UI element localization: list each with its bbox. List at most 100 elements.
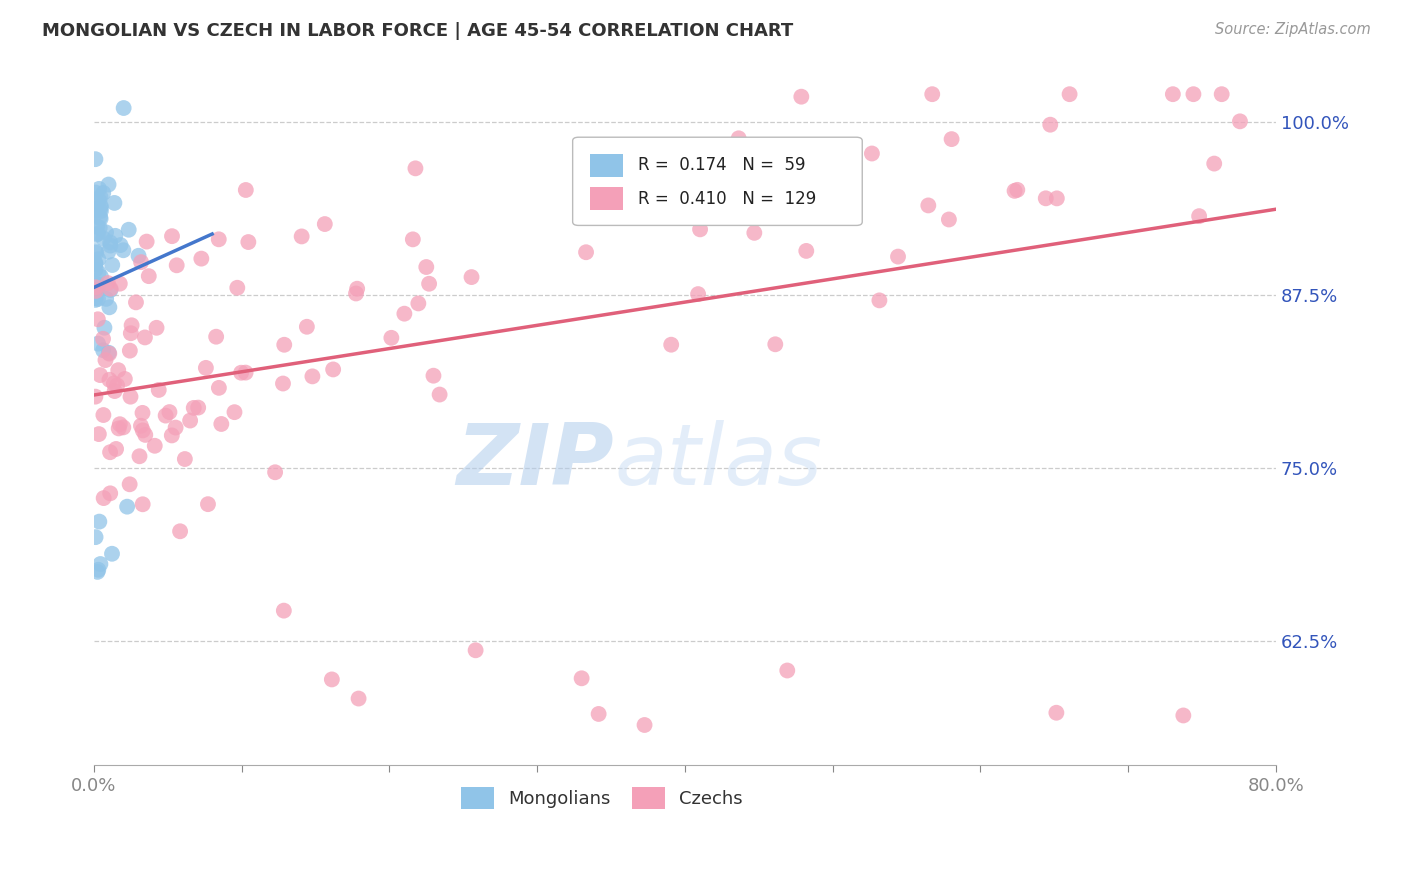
Point	[87, 252, 110, 267]
Point	[160, 428, 183, 442]
Point	[231, 366, 253, 380]
Point	[165, 420, 187, 434]
Point	[135, 235, 157, 249]
Point	[408, 296, 430, 310]
Point	[87, 427, 110, 442]
Point	[138, 269, 160, 284]
Point	[235, 183, 257, 197]
Point	[89, 368, 111, 383]
Point	[94, 292, 117, 306]
Point	[887, 250, 910, 264]
Point	[143, 439, 166, 453]
Point	[415, 260, 437, 274]
Point	[100, 282, 122, 296]
Point	[103, 376, 125, 391]
Point	[571, 671, 593, 685]
Point	[128, 449, 150, 463]
Point	[402, 232, 425, 246]
Point	[346, 282, 368, 296]
Point	[197, 497, 219, 511]
Point	[89, 210, 111, 224]
Point	[97, 276, 120, 290]
Point	[84, 152, 107, 166]
Point	[1173, 708, 1195, 723]
Point	[271, 376, 294, 391]
Point	[84, 227, 107, 242]
Point	[238, 235, 260, 249]
Point	[118, 223, 141, 237]
Point	[128, 249, 150, 263]
Point	[87, 227, 110, 241]
Point	[917, 198, 939, 212]
Point	[98, 235, 121, 250]
Point	[727, 131, 749, 145]
Point	[134, 330, 156, 344]
Point	[790, 89, 813, 103]
Point	[1211, 87, 1233, 102]
Point	[112, 244, 135, 258]
Point	[115, 500, 138, 514]
Point	[1035, 191, 1057, 205]
Point	[464, 643, 486, 657]
Point	[86, 282, 108, 296]
Point	[104, 384, 127, 398]
Point	[100, 283, 122, 297]
Point	[93, 408, 115, 422]
FancyBboxPatch shape	[591, 187, 623, 210]
Point	[194, 360, 217, 375]
Point	[588, 706, 610, 721]
Point	[89, 190, 111, 204]
Point	[112, 101, 135, 115]
Point	[90, 199, 112, 213]
Text: Source: ZipAtlas.com: Source: ZipAtlas.com	[1215, 22, 1371, 37]
Text: atlas: atlas	[614, 420, 823, 503]
Point	[1229, 114, 1251, 128]
Point	[118, 477, 141, 491]
Text: R =  0.174   N =  59: R = 0.174 N = 59	[638, 156, 806, 175]
Point	[84, 245, 107, 260]
Point	[1046, 191, 1069, 205]
Point	[1161, 87, 1184, 102]
Point	[1182, 87, 1205, 102]
Point	[97, 244, 120, 259]
Point	[84, 530, 107, 544]
Point	[380, 331, 402, 345]
Point	[689, 222, 711, 236]
Point	[169, 524, 191, 539]
Point	[91, 343, 114, 358]
Point	[418, 277, 440, 291]
Point	[90, 269, 112, 284]
Point	[1045, 706, 1067, 720]
Point	[84, 257, 107, 271]
Point	[103, 195, 125, 210]
Point	[87, 266, 110, 280]
Point	[301, 369, 323, 384]
Point	[322, 362, 344, 376]
Point	[860, 146, 883, 161]
Point	[776, 664, 799, 678]
Point	[429, 387, 451, 401]
Point	[422, 368, 444, 383]
Point	[90, 204, 112, 219]
Point	[108, 277, 131, 291]
Point	[1059, 87, 1081, 102]
Point	[94, 226, 117, 240]
Point	[98, 486, 121, 500]
Point	[1007, 183, 1029, 197]
Point	[744, 226, 766, 240]
Point	[173, 452, 195, 467]
Point	[97, 178, 120, 192]
Point	[89, 220, 111, 235]
Point	[86, 565, 108, 579]
Text: ZIP: ZIP	[457, 420, 614, 503]
Point	[84, 202, 107, 216]
Point	[166, 258, 188, 272]
Point	[688, 287, 710, 301]
Point	[129, 418, 152, 433]
Point	[205, 329, 228, 343]
Point	[1188, 209, 1211, 223]
Text: MONGOLIAN VS CZECH IN LABOR FORCE | AGE 45-54 CORRELATION CHART: MONGOLIAN VS CZECH IN LABOR FORCE | AGE …	[42, 22, 793, 40]
Point	[633, 718, 655, 732]
Point	[938, 212, 960, 227]
Point	[868, 293, 890, 308]
